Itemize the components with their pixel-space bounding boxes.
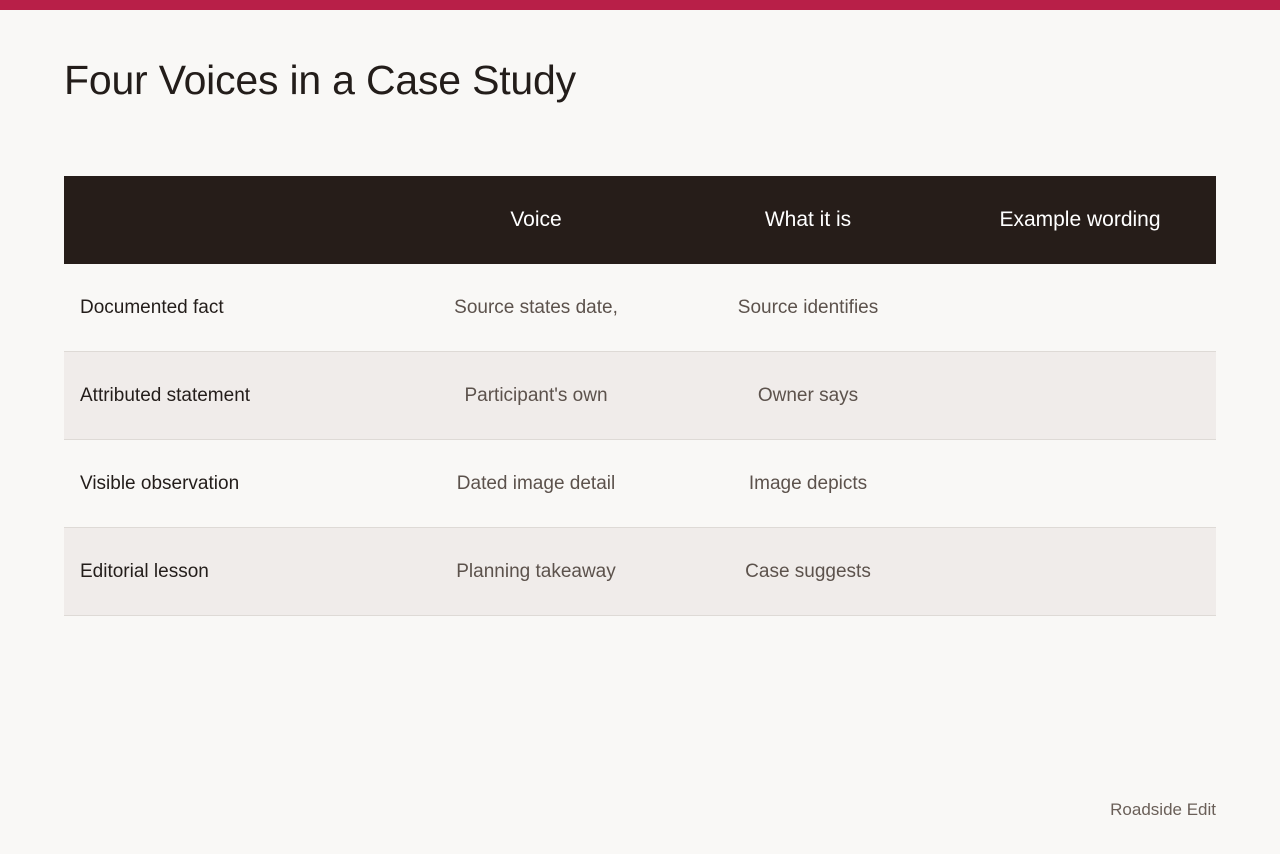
row-label: Editorial lesson <box>80 560 209 582</box>
what-it-is-cell: Case suggests <box>745 560 871 582</box>
voices-table: Voice What it is Example wording Documen… <box>64 176 1216 616</box>
voice-cell: Source states date, <box>454 296 618 318</box>
voice-cell: Planning takeaway <box>456 560 616 582</box>
footer-credit: Roadside Edit <box>1110 800 1216 819</box>
what-it-is-cell: Source identifies <box>737 296 879 318</box>
what-it-is-cell: Image depicts <box>748 472 868 494</box>
row-label: Documented fact <box>80 296 224 318</box>
header-cell-example-wording: Example wording <box>999 208 1161 231</box>
what-it-is-cell: Owner says <box>757 384 859 406</box>
header-cell-what-it-is: What it is <box>764 208 852 231</box>
header-cell-voice: Voice <box>510 208 562 231</box>
row-label: Attributed statement <box>80 384 251 406</box>
page-title: Four Voices in a Case Study <box>64 57 576 103</box>
accent-bar <box>0 0 1280 10</box>
row-label: Visible observation <box>80 472 240 494</box>
table-row: Documented fact Source states date, Sour… <box>64 264 1216 352</box>
table-row: Attributed statement Participant's own O… <box>64 352 1216 440</box>
table-header: Voice What it is Example wording <box>64 176 1216 264</box>
table-row: Editorial lesson Planning takeaway Case … <box>64 528 1216 616</box>
table-row: Visible observation Dated image detail I… <box>64 440 1216 528</box>
voice-cell: Participant's own <box>464 384 608 406</box>
voice-cell: Dated image detail <box>456 472 616 494</box>
